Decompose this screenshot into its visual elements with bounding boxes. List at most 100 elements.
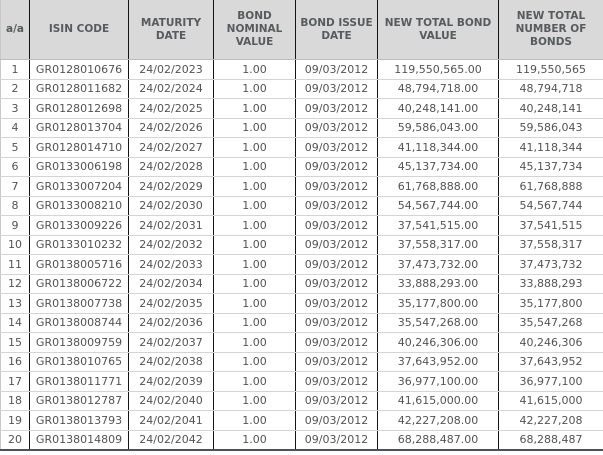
table-cell: 10 xyxy=(0,235,30,255)
table-cell: 24/02/2041 xyxy=(128,410,214,431)
table-cell: 24/02/2033 xyxy=(128,254,214,275)
table-cell: 35,547,268 xyxy=(498,313,603,333)
table-cell: GR0128013704 xyxy=(29,118,129,138)
table-cell: 119,550,565 xyxy=(498,59,603,80)
table-cell: 24/02/2028 xyxy=(128,157,214,177)
table-row: 3 GR0128012698 24/02/2025 1.00 09/03/2012 40,… xyxy=(0,98,603,119)
table-cell: 16 xyxy=(0,352,30,372)
table-row: 16 GR0138010765 24/02/2038 1.00 09/03/2012 37… xyxy=(0,352,603,372)
table-cell: 59,586,043 xyxy=(498,118,603,138)
table-row: 20 GR0138014809 24/02/2042 1.00 09/03/2012 68… xyxy=(0,430,603,450)
table-cell: 40,248,141 xyxy=(498,98,603,119)
table-cell: 24/02/2025 xyxy=(128,98,214,119)
table-cell: 09/03/2012 xyxy=(295,313,378,333)
column-header-2: MATURITY DATE xyxy=(128,0,214,60)
table-cell: 68,288,487 xyxy=(498,430,603,450)
table-cell: 24/02/2036 xyxy=(128,313,214,333)
table-cell: 41,118,344 xyxy=(498,137,603,158)
table-row: 9 GR0133009226 24/02/2031 1.00 09/03/2012 37,… xyxy=(0,215,603,236)
table-cell: 09/03/2012 xyxy=(295,59,378,80)
table-row: 7 GR0133007204 24/02/2029 1.00 09/03/2012 61,… xyxy=(0,176,603,197)
table-cell: 1.00 xyxy=(213,430,296,450)
table-cell: GR0128011682 xyxy=(29,79,129,99)
table-row: 1 GR0128010676 24/02/2023 1.00 09/03/2012 119… xyxy=(0,59,603,80)
column-header-5: NEW TOTAL BOND VALUE xyxy=(377,0,499,60)
table-cell: 36,977,100 xyxy=(498,371,603,392)
table-cell: 17 xyxy=(0,371,30,392)
table-cell: 54,567,744 xyxy=(498,196,603,216)
table-cell: GR0138007738 xyxy=(29,293,129,314)
table-cell: 09/03/2012 xyxy=(295,293,378,314)
table-cell: 09/03/2012 xyxy=(295,137,378,158)
table-cell: GR0138010765 xyxy=(29,352,129,372)
table-row: 12 GR0138006722 24/02/2034 1.00 09/03/2012 33… xyxy=(0,274,603,294)
table-cell: 6 xyxy=(0,157,30,177)
table-cell: GR0128014710 xyxy=(29,137,129,158)
table-cell: GR0138005716 xyxy=(29,254,129,275)
table-cell: 09/03/2012 xyxy=(295,118,378,138)
table-cell: 41,615,000 xyxy=(498,391,603,411)
table-cell: 119,550,565.00 xyxy=(377,59,499,80)
table-cell: GR0138014809 xyxy=(29,430,129,450)
table-cell: 1.00 xyxy=(213,254,296,275)
table-cell: 09/03/2012 xyxy=(295,157,378,177)
table-cell: GR0133006198 xyxy=(29,157,129,177)
table-cell: 1.00 xyxy=(213,313,296,333)
table-cell: 45,137,734 xyxy=(498,157,603,177)
table-cell: 33,888,293 xyxy=(498,274,603,294)
table-row: 2 GR0128011682 24/02/2024 1.00 09/03/2012 48,… xyxy=(0,79,603,99)
table-cell: 68,288,487.00 xyxy=(377,430,499,450)
table-cell: 37,473,732 xyxy=(498,254,603,275)
table-cell: GR0138011771 xyxy=(29,371,129,392)
table-cell: GR0133009226 xyxy=(29,215,129,236)
table-cell: 61,768,888.00 xyxy=(377,176,499,197)
table-cell: 1.00 xyxy=(213,118,296,138)
table-cell: 1.00 xyxy=(213,98,296,119)
table-cell: 61,768,888 xyxy=(498,176,603,197)
table-cell: 54,567,744.00 xyxy=(377,196,499,216)
table-cell: 09/03/2012 xyxy=(295,196,378,216)
table-row: 19 GR0138013793 24/02/2041 1.00 09/03/2012 42… xyxy=(0,410,603,431)
table-cell: 13 xyxy=(0,293,30,314)
table-cell: 09/03/2012 xyxy=(295,79,378,99)
table-cell: 09/03/2012 xyxy=(295,176,378,197)
table-cell: 12 xyxy=(0,274,30,294)
table-cell: 24/02/2030 xyxy=(128,196,214,216)
table-cell: 20 xyxy=(0,430,30,450)
table-cell: GR0128012698 xyxy=(29,98,129,119)
table-cell: 42,227,208.00 xyxy=(377,410,499,431)
table-cell: GR0138008744 xyxy=(29,313,129,333)
table-row: 18 GR0138012787 24/02/2040 1.00 09/03/2012 41… xyxy=(0,391,603,411)
table-cell: 1.00 xyxy=(213,157,296,177)
table-cell: GR0133010232 xyxy=(29,235,129,255)
table-row: 14 GR0138008744 24/02/2036 1.00 09/03/2012 35… xyxy=(0,313,603,333)
table-cell: 18 xyxy=(0,391,30,411)
table-cell: 24/02/2024 xyxy=(128,79,214,99)
table-cell: 1.00 xyxy=(213,215,296,236)
table-cell: 24/02/2040 xyxy=(128,391,214,411)
table-cell: 41,118,344.00 xyxy=(377,137,499,158)
table-header: a/a ISIN CODE MATURITY DATE BOND NOMINAL VA… xyxy=(0,0,603,60)
table-cell: 8 xyxy=(0,196,30,216)
table-cell: 1.00 xyxy=(213,235,296,255)
table-cell: 09/03/2012 xyxy=(295,391,378,411)
table-cell: 2 xyxy=(0,79,30,99)
table-cell: 4 xyxy=(0,118,30,138)
table-cell: 24/02/2032 xyxy=(128,235,214,255)
table-cell: 09/03/2012 xyxy=(295,98,378,119)
table-cell: 15 xyxy=(0,332,30,353)
table-cell: 1.00 xyxy=(213,391,296,411)
table-cell: GR0138006722 xyxy=(29,274,129,294)
table-cell: 59,586,043.00 xyxy=(377,118,499,138)
table-cell: 35,177,800.00 xyxy=(377,293,499,314)
table-cell: 24/02/2039 xyxy=(128,371,214,392)
table-row: 5 GR0128014710 24/02/2027 1.00 09/03/2012 41,… xyxy=(0,137,603,158)
table-cell: 1.00 xyxy=(213,274,296,294)
table-row: 6 GR0133006198 24/02/2028 1.00 09/03/2012 45,… xyxy=(0,157,603,177)
table-cell: 1.00 xyxy=(213,410,296,431)
table-cell: 24/02/2034 xyxy=(128,274,214,294)
table-row: 11 GR0138005716 24/02/2033 1.00 09/03/2012 37… xyxy=(0,254,603,275)
table-cell: 24/02/2031 xyxy=(128,215,214,236)
table-cell: 37,558,317.00 xyxy=(377,235,499,255)
